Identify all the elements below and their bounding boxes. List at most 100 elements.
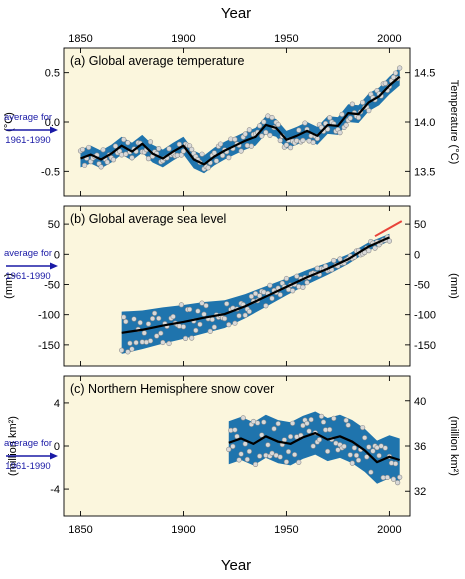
data-point: [287, 145, 294, 151]
data-point: [339, 111, 345, 117]
data-point: [127, 340, 133, 346]
data-point: [145, 156, 152, 162]
data-point: [275, 421, 281, 427]
data-point: [257, 123, 263, 129]
chart-panel-1: 1850 1900 1950 2000 0.5 0.0 -0.5 14.5 14.0 13.5 (a…: [3, 33, 460, 197]
data-point: [257, 293, 263, 299]
data-point: [269, 114, 275, 121]
data-point: [275, 121, 281, 128]
data-point: [137, 320, 143, 326]
data-point: [257, 453, 263, 459]
data-point: [304, 420, 310, 426]
data-point: [242, 441, 248, 447]
data-point: [121, 314, 127, 320]
data-point: [304, 279, 310, 286]
data-point: [331, 257, 337, 264]
data-point: [147, 338, 154, 344]
data-point: [335, 447, 341, 453]
data-point: [287, 433, 294, 440]
y-tick-label: -150: [38, 340, 60, 352]
data-point: [219, 152, 226, 159]
data-point: [390, 476, 397, 482]
data-point: [222, 316, 228, 322]
data-point: [234, 433, 240, 440]
data-point: [154, 333, 160, 339]
data-point: [285, 449, 292, 455]
data-point: [211, 324, 217, 330]
data-point: [180, 324, 187, 330]
data-point: [141, 330, 147, 336]
data-point: [79, 146, 86, 153]
data-point: [318, 413, 325, 419]
y-tick-label-right: 36: [414, 441, 426, 453]
data-point: [248, 293, 255, 300]
data-point: [267, 282, 273, 289]
reference-arrowhead: [50, 262, 58, 270]
panel-frame: [63, 205, 411, 367]
data-point: [343, 122, 349, 128]
data-point: [236, 313, 242, 319]
reference-label-line2: 1961-1990: [5, 461, 50, 472]
data-point: [100, 147, 106, 153]
data-point: [263, 129, 269, 136]
data-point: [240, 415, 246, 421]
data-point: [199, 151, 205, 157]
data-point: [306, 428, 312, 434]
data-point: [277, 137, 283, 144]
y-tick-label: 50: [48, 219, 60, 231]
data-point: [246, 308, 252, 315]
y-tick-label: 0.5: [45, 68, 60, 80]
y-tick-label: 0.0: [45, 117, 60, 129]
data-point: [121, 136, 127, 143]
data-point: [296, 127, 302, 133]
data-point: [242, 312, 248, 318]
data-point: [166, 340, 172, 347]
data-point: [224, 301, 230, 307]
data-point: [283, 275, 290, 282]
data-point: [296, 459, 302, 465]
panel-title: (b) Global average sea level: [70, 212, 226, 226]
data-point: [123, 151, 129, 157]
data-point: [384, 474, 390, 481]
y-tick-label: -100: [38, 310, 60, 322]
data-point: [341, 443, 347, 449]
data-point: [236, 457, 242, 463]
data-point: [368, 469, 374, 475]
data-point: [259, 432, 265, 438]
data-point: [290, 288, 296, 294]
data-point: [195, 308, 201, 314]
reference-arrowhead: [50, 452, 58, 460]
data-point: [232, 427, 238, 433]
data-point: [125, 349, 131, 355]
data-point: [397, 474, 403, 480]
x-tick-label: 1900: [171, 33, 195, 45]
y-tick-label: -0.5: [41, 166, 60, 178]
data-point: [353, 452, 360, 458]
y-tick-label-right: 40: [414, 396, 426, 408]
data-point: [364, 454, 370, 460]
data-point: [125, 140, 131, 146]
reference-label-line1: average for: [4, 112, 52, 123]
satellite-line: [374, 220, 403, 238]
data-point: [378, 443, 384, 449]
data-point: [166, 146, 172, 152]
data-point: [261, 419, 267, 425]
data-point: [392, 70, 399, 76]
data-point: [246, 448, 252, 454]
data-point: [294, 273, 300, 279]
data-point: [187, 306, 193, 312]
data-point: [112, 143, 119, 149]
reference-label-line1: average for: [4, 248, 52, 259]
data-point: [277, 454, 283, 460]
data-point: [189, 146, 195, 152]
y-tick-label-right: 50: [414, 219, 426, 231]
data-point: [360, 424, 366, 431]
data-point: [178, 152, 184, 158]
y-tick-label-right: 13.5: [414, 166, 435, 178]
data-point: [300, 137, 306, 143]
data-point: [349, 460, 355, 466]
data-point: [327, 427, 333, 433]
data-point: [149, 315, 156, 322]
panel-title: (a) Global average temperature: [70, 54, 244, 68]
